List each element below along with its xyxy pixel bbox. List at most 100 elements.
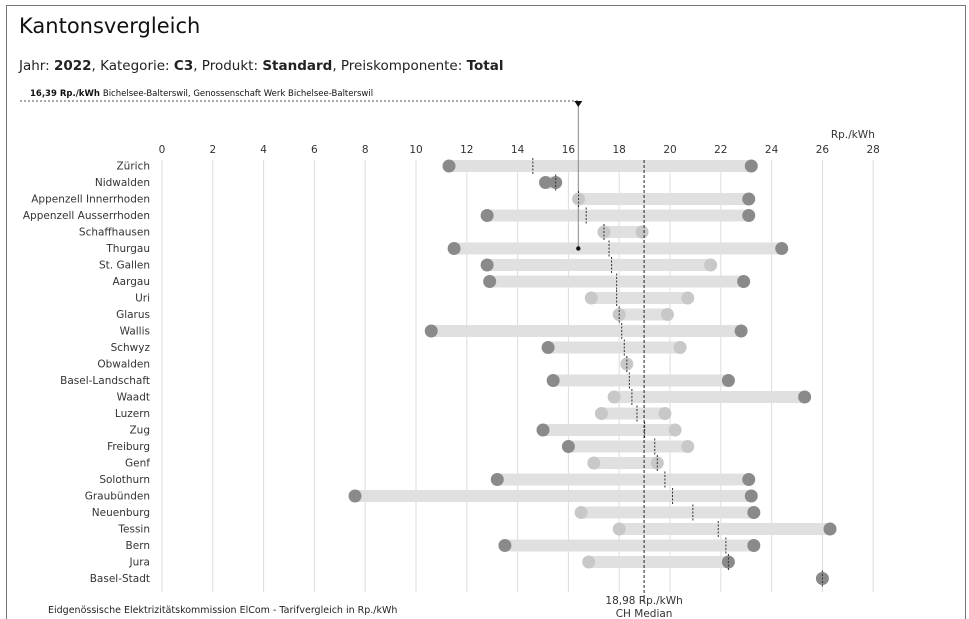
- max-dot: [744, 489, 758, 503]
- canton-label: Basel-Landschaft: [60, 375, 150, 387]
- canton-label: Thurgau: [105, 243, 150, 255]
- min-dot: [480, 258, 494, 272]
- produkt-value: Standard: [262, 58, 333, 74]
- chart-subtitle: Jahr: 2022, Kategorie: C3, Produkt: Stan…: [19, 58, 503, 74]
- min-dot: [541, 341, 555, 354]
- jahr-value: 2022: [53, 58, 92, 74]
- max-dot: [673, 341, 687, 354]
- marker-annotation-text: Bichelsee-Balterswil, Genossenschaft Wer…: [103, 89, 373, 99]
- range-bar: [449, 160, 752, 172]
- max-dot: [721, 374, 735, 387]
- max-dot: [742, 192, 756, 206]
- range-bar: [581, 506, 754, 519]
- range-bar: [543, 424, 676, 436]
- max-dot: [734, 324, 748, 338]
- range-bar: [588, 556, 729, 568]
- canton-label: Schaffhausen: [79, 227, 150, 239]
- chart-frame: [6, 5, 966, 619]
- max-dot: [742, 473, 756, 486]
- canton-label: Aargau: [112, 276, 150, 288]
- range-bar: [601, 407, 665, 420]
- min-dot: [582, 555, 596, 569]
- x-tick-label: 18: [613, 144, 626, 156]
- x-tick-label: 12: [460, 144, 473, 156]
- range-bar: [431, 325, 742, 337]
- canton-label: Wallis: [120, 326, 150, 338]
- x-tick-label: 0: [159, 144, 166, 156]
- kategorie-label: , Kategorie:: [91, 58, 170, 74]
- min-dot: [536, 423, 550, 437]
- min-dot: [348, 489, 362, 503]
- footer-source: Eidgenössische Elektrizitätskommission E…: [48, 605, 398, 616]
- max-dot: [823, 522, 837, 536]
- range-bar: [548, 341, 681, 354]
- x-tick-label: 28: [867, 144, 880, 156]
- kategorie-value: C3: [173, 58, 194, 74]
- komponente-value: Total: [466, 58, 504, 74]
- min-dot: [587, 456, 601, 470]
- canton-label: Solothurn: [99, 474, 150, 486]
- min-dot: [447, 242, 461, 255]
- x-tick-label: 24: [765, 144, 779, 156]
- max-dot: [660, 308, 674, 321]
- range-bar: [504, 539, 754, 552]
- max-dot: [658, 407, 672, 420]
- canton-label: St. Gallen: [99, 260, 150, 272]
- min-dot: [483, 275, 497, 288]
- canton-label: Glarus: [116, 309, 150, 321]
- x-tick-label: 14: [511, 144, 525, 156]
- produkt-label: , Produkt:: [193, 58, 259, 74]
- min-dot: [498, 539, 512, 552]
- x-tick-label: 4: [260, 144, 267, 156]
- min-dot: [612, 522, 626, 536]
- min-dot: [574, 506, 588, 519]
- min-dot: [594, 407, 608, 420]
- canton-label: Graubünden: [85, 491, 150, 503]
- x-tick-label: 10: [409, 144, 422, 156]
- max-dot: [747, 506, 761, 519]
- max-dot: [747, 539, 761, 552]
- max-dot: [737, 275, 751, 288]
- ch-median-value: 18,98 Rp./kWh: [605, 595, 682, 607]
- canton-label: Bern: [126, 540, 150, 552]
- canton-label: Appenzell Innerrhoden: [31, 194, 150, 206]
- max-dot: [775, 242, 789, 255]
- min-dot: [424, 324, 438, 338]
- range-bar: [487, 259, 711, 271]
- max-dot: [742, 209, 756, 222]
- max-dot: [681, 440, 695, 453]
- canton-label: Basel-Stadt: [90, 573, 150, 585]
- range-bar: [578, 193, 749, 205]
- min-dot: [607, 390, 621, 404]
- range-bar: [568, 440, 688, 453]
- min-dot: [561, 440, 575, 453]
- range-bar: [591, 292, 688, 304]
- min-dot: [546, 374, 560, 387]
- min-dot: [539, 176, 553, 189]
- x-tick-label: 20: [663, 144, 676, 156]
- ch-median-label: CH Median: [616, 608, 673, 619]
- min-dot: [442, 159, 456, 173]
- max-dot: [635, 225, 649, 239]
- range-bar: [454, 242, 782, 255]
- canton-label: Neuenburg: [92, 507, 150, 519]
- range-bar: [553, 374, 729, 387]
- canton-label: Nidwalden: [95, 177, 150, 189]
- range-bar: [619, 523, 831, 535]
- marker-annotation-value: 16,39 Rp./kWh: [30, 89, 103, 99]
- range-bar: [603, 226, 643, 238]
- x-tick-label: 26: [816, 144, 830, 156]
- x-tick-label: 16: [562, 144, 576, 156]
- canton-label: Freiburg: [107, 441, 150, 453]
- canton-label: Tessin: [117, 524, 150, 536]
- komponente-label: , Preiskomponente:: [332, 58, 463, 74]
- max-dot: [704, 258, 718, 272]
- max-dot: [668, 423, 682, 437]
- canton-label: Luzern: [115, 408, 150, 420]
- canton-label: Zürich: [116, 161, 150, 173]
- range-bar: [497, 473, 749, 486]
- canton-label: Appenzell Ausserrhoden: [23, 210, 150, 222]
- canton-label: Obwalden: [97, 359, 150, 371]
- min-dot: [480, 209, 494, 222]
- canton-label: Zug: [129, 425, 150, 437]
